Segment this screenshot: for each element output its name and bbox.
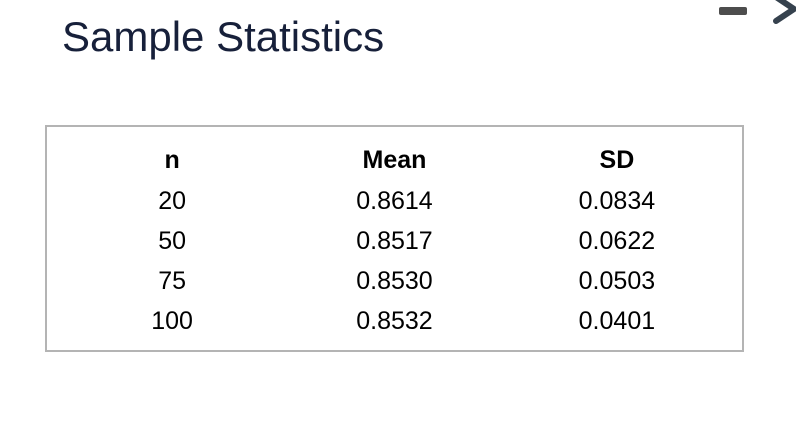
cell-n: 75 (158, 266, 186, 295)
statistics-table: n Mean SD 20 0.8614 0.0834 50 0.8517 0.0… (47, 139, 742, 341)
chevron-right-icon[interactable] (770, 0, 796, 27)
table-row: 100 0.8532 0.0401 (47, 301, 742, 341)
cell-mean: 0.8532 (356, 306, 433, 335)
table-row: 75 0.8530 0.0503 (47, 261, 742, 301)
cell-sd: 0.0834 (578, 186, 656, 215)
statistics-table-box: n Mean SD 20 0.8614 0.0834 50 0.8517 0.0… (45, 125, 744, 352)
column-header-sd: SD (599, 145, 635, 174)
cell-n: 100 (151, 306, 193, 335)
cell-n: 50 (158, 226, 186, 255)
cell-mean: 0.8614 (356, 186, 433, 215)
cell-n: 20 (158, 186, 186, 215)
table-row: 50 0.8517 0.0622 (47, 221, 742, 261)
cell-sd: 0.0503 (578, 266, 656, 295)
cell-sd: 0.0401 (578, 306, 656, 335)
table-row: 20 0.8614 0.0834 (47, 181, 742, 221)
column-header-mean: Mean (362, 145, 427, 174)
cell-sd: 0.0622 (578, 226, 656, 255)
cell-mean: 0.8517 (356, 226, 433, 255)
panel-title: Sample Statistics (62, 13, 385, 60)
column-header-n: n (164, 145, 180, 174)
table-header-row: n Mean SD (47, 139, 742, 181)
cell-mean: 0.8530 (356, 266, 433, 295)
minimize-icon[interactable] (719, 7, 747, 15)
